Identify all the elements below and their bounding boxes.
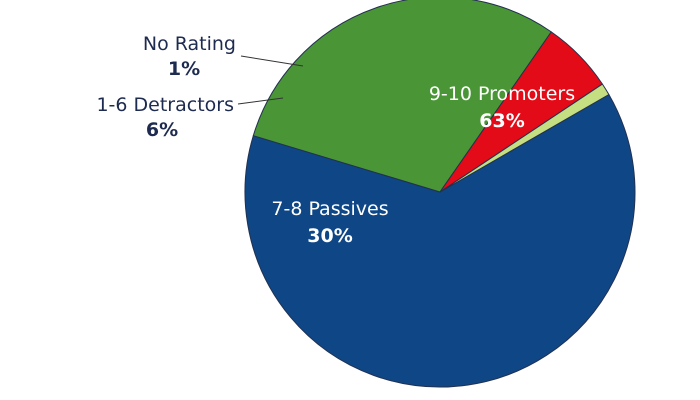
slice-percent-9-10-promoters: 63% bbox=[479, 110, 524, 132]
slice-label-9-10-promoters: 9-10 Promoters bbox=[429, 83, 575, 105]
leader-line-no-rating bbox=[240, 55, 304, 67]
leader-lines bbox=[237, 55, 304, 105]
slice-label-7-8-passives: 7-8 Passives bbox=[271, 198, 388, 220]
slice-label-1-6-detractors: 1-6 Detractors bbox=[96, 94, 234, 116]
slice-percent-1-6-detractors: 6% bbox=[146, 119, 178, 141]
slice-label-no-rating: No Rating bbox=[143, 33, 236, 55]
slice-labels: 9-10 Promoters 63% 7-8 Passives 30% 1-6 Detr… bbox=[96, 33, 575, 247]
pie-slice-9-10-promoters bbox=[244, 94, 636, 388]
pie-slices bbox=[244, 0, 636, 388]
slice-percent-no-rating: 1% bbox=[168, 58, 200, 80]
slice-percent-7-8-passives: 30% bbox=[307, 225, 352, 247]
leader-line-1-6-detractors bbox=[237, 97, 284, 105]
pie-slice-no-rating bbox=[439, 83, 610, 193]
pie-slice-7-8-passives bbox=[252, 0, 552, 193]
